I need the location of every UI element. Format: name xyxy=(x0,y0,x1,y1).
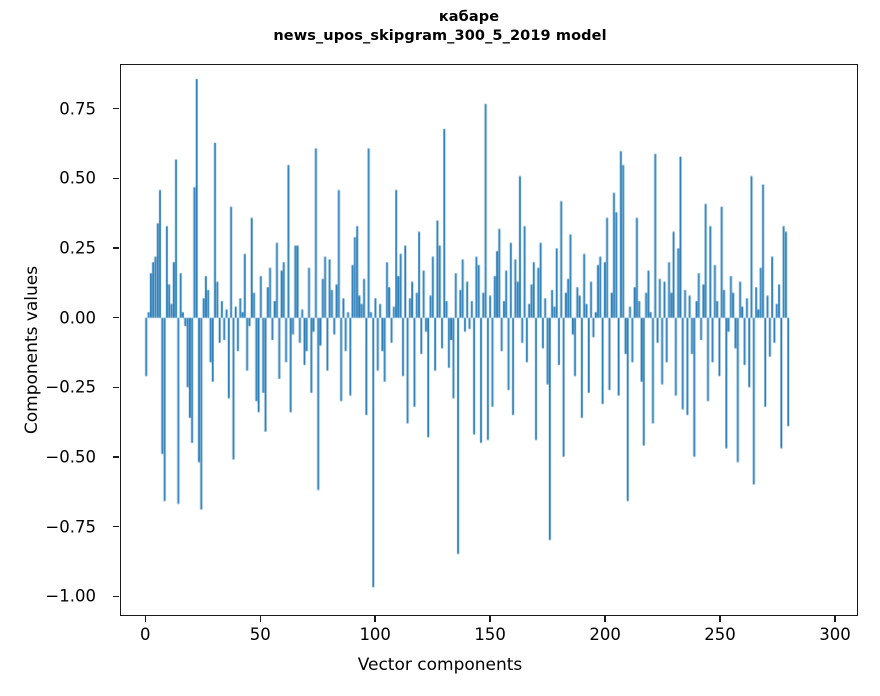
y-tick-mark xyxy=(113,456,119,458)
y-tick-mark xyxy=(113,177,119,179)
y-tick-label: −0.75 xyxy=(45,517,96,537)
x-tick-label: 100 xyxy=(359,625,391,644)
y-tick-mark xyxy=(113,386,119,389)
x-tick-mark xyxy=(604,616,606,622)
x-tick-mark xyxy=(259,616,261,622)
y-axis-label: Components values xyxy=(22,265,42,435)
y-tick-label: −1.00 xyxy=(45,586,96,606)
x-tick-label: 300 xyxy=(819,625,851,644)
x-tick-label: 150 xyxy=(474,625,506,644)
y-tick-label: 0.00 xyxy=(59,308,96,328)
y-tick-label: 0.25 xyxy=(59,238,96,258)
chart-title-line2: news_upos_skipgram_300_5_2019 model xyxy=(273,27,607,44)
y-tick-label: 0.50 xyxy=(59,168,96,188)
y-tick-label: −0.50 xyxy=(45,447,96,467)
y-tick-mark xyxy=(113,316,119,319)
x-tick-mark xyxy=(489,616,491,622)
x-tick-label: 0 xyxy=(140,625,151,644)
bar-series-canvas xyxy=(121,65,857,615)
plot-axes xyxy=(120,64,858,616)
y-tick-label: 0.75 xyxy=(59,99,96,119)
chart-title-line1: кабаре xyxy=(438,9,500,25)
y-tick-mark xyxy=(113,526,119,528)
y-tick-mark xyxy=(113,595,119,598)
y-tick-label: −0.25 xyxy=(45,377,96,397)
y-tick-mark xyxy=(113,107,119,110)
chart-title: кабаре news_upos_skipgram_300_5_2019 mod… xyxy=(0,8,880,45)
x-tick-mark xyxy=(144,616,146,622)
y-tick-mark xyxy=(113,247,119,249)
x-tick-mark xyxy=(719,616,721,622)
x-tick-mark xyxy=(374,616,376,622)
x-tick-mark xyxy=(834,616,836,622)
x-tick-label: 200 xyxy=(589,625,621,644)
x-tick-label: 50 xyxy=(249,625,271,644)
x-tick-label: 250 xyxy=(704,625,736,644)
x-axis-label: Vector components xyxy=(357,655,523,675)
